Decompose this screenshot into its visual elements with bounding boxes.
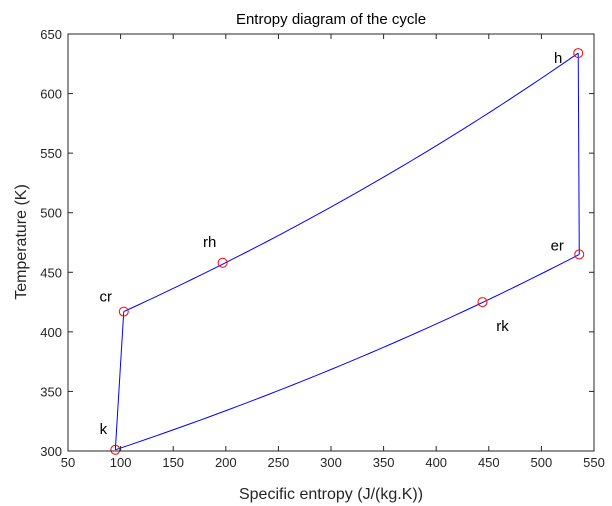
y-tick-label-300: 300	[40, 444, 62, 459]
point-label-h: h	[554, 50, 562, 67]
segment-h-er	[577, 53, 580, 255]
plot-area	[110, 48, 585, 455]
y-axis-label: Temperature (K)	[13, 184, 30, 300]
x-tick-label-200: 200	[215, 455, 237, 470]
point-labels: k cr rh h er rk	[100, 50, 564, 438]
x-tick-label-350: 350	[373, 455, 395, 470]
point-marker-er	[574, 249, 585, 260]
segment-cr-h	[123, 52, 579, 313]
x-tick-label-550: 550	[583, 455, 605, 470]
y-tick-label-350: 350	[40, 384, 62, 399]
point-label-k: k	[100, 421, 108, 438]
point-marker-h	[573, 48, 584, 59]
x-tick-label-300: 300	[320, 455, 342, 470]
y-tick-label-450: 450	[40, 265, 62, 280]
y-tick-label-650: 650	[40, 27, 62, 42]
x-tick-label-100: 100	[110, 455, 132, 470]
x-tick-label-250: 250	[268, 455, 290, 470]
segment-er-k	[115, 253, 580, 451]
y-tick-label-550: 550	[40, 146, 62, 161]
axes-box	[67, 33, 595, 452]
point-label-rk: rk	[496, 318, 509, 335]
x-tick-label-500: 500	[531, 455, 553, 470]
point-label-cr: cr	[100, 289, 113, 306]
y-tick-label-600: 600	[40, 87, 62, 102]
y-tick-label-500: 500	[40, 206, 62, 221]
point-marker-rh	[217, 257, 228, 268]
x-tick-label-150: 150	[162, 455, 184, 470]
point-label-er: er	[551, 237, 564, 254]
point-label-rh: rh	[203, 234, 216, 251]
point-marker-rk	[477, 297, 488, 308]
point-marker-cr	[118, 306, 129, 317]
x-tick-label-450: 450	[478, 455, 500, 470]
y-tick-label-400: 400	[40, 325, 62, 340]
x-tick-label-400: 400	[425, 455, 447, 470]
ticks: 50 100 150 200 250 300 350 400 450 500 550 300 350 40…	[40, 27, 605, 470]
x-axis-label: Specific entropy (J/(kg.K))	[239, 486, 423, 503]
point-marker-k	[110, 444, 121, 455]
x-tick-label-50: 50	[61, 455, 75, 470]
chart-title: Entropy diagram of the cycle	[236, 11, 426, 28]
segment-k-cr	[114, 311, 125, 450]
